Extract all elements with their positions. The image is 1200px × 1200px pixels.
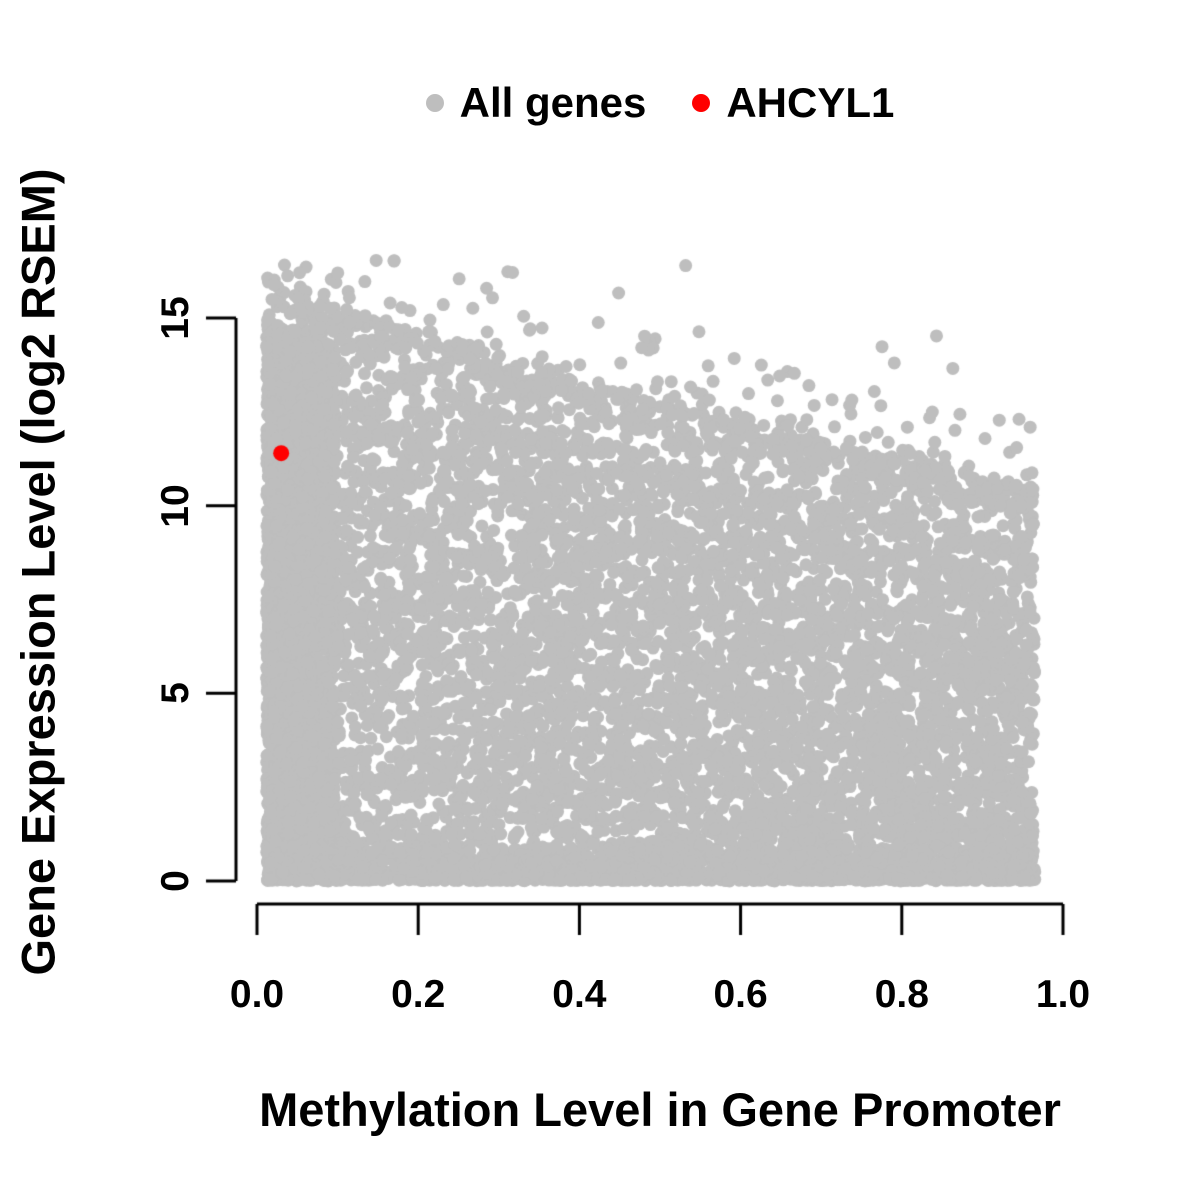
- legend-item-ahcyl1: AHCYL1: [692, 74, 894, 133]
- x-axis-title: Methylation Level in Gene Promoter: [259, 1083, 1061, 1136]
- x-tick-label: 0.6: [713, 973, 768, 1016]
- x-tick-label: 0.4: [552, 973, 607, 1016]
- x-tick-label: 0.2: [391, 973, 446, 1016]
- x-tick-label: 1.0: [1035, 973, 1091, 1016]
- y-tick-label: 0: [154, 870, 197, 892]
- x-tick-label: 0.0: [229, 973, 285, 1016]
- legend-label-ahcyl1: AHCYL1: [726, 79, 895, 126]
- x-tick-label: 0.8: [874, 973, 929, 1016]
- y-axis-title: Gene Expression Level (log2 RSEM): [11, 168, 65, 976]
- y-tick-label: 5: [154, 682, 197, 705]
- y-tick-label: 15: [154, 296, 197, 340]
- legend-marker-all-genes: [425, 94, 444, 113]
- y-tick-label: 10: [154, 483, 197, 528]
- legend-item-all-genes: All genes: [425, 74, 647, 133]
- legend-marker-ahcyl1: [692, 94, 711, 113]
- legend-label-all-genes: All genes: [459, 79, 647, 126]
- legend: All genes AHCYL1: [257, 74, 1063, 133]
